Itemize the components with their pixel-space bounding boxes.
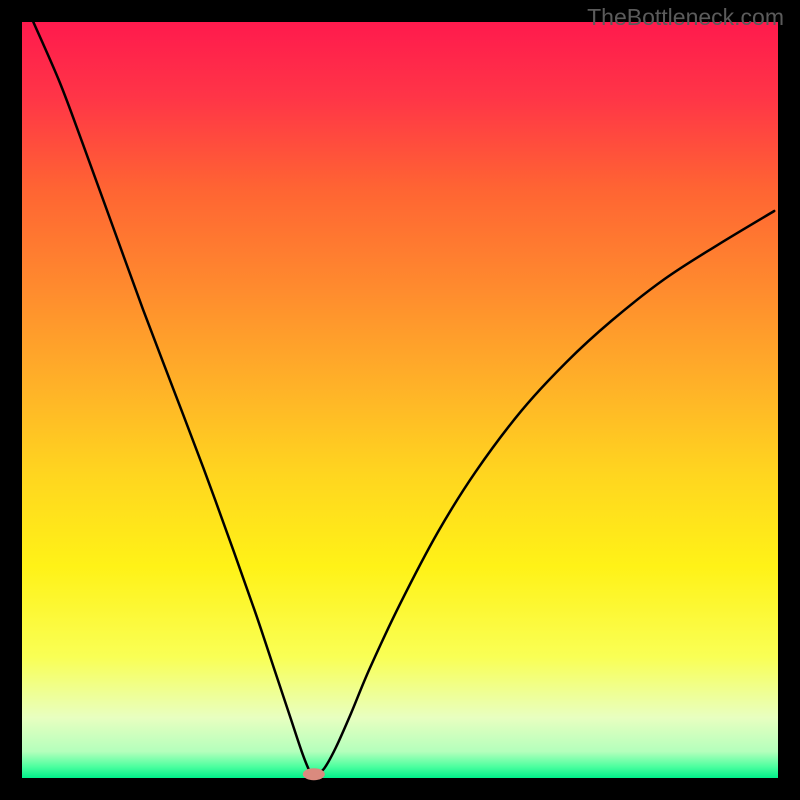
- bottleneck-curve-chart: [0, 0, 800, 800]
- chart-stage: TheBottleneck.com: [0, 0, 800, 800]
- plot-background: [22, 22, 778, 778]
- optimum-marker: [303, 768, 325, 780]
